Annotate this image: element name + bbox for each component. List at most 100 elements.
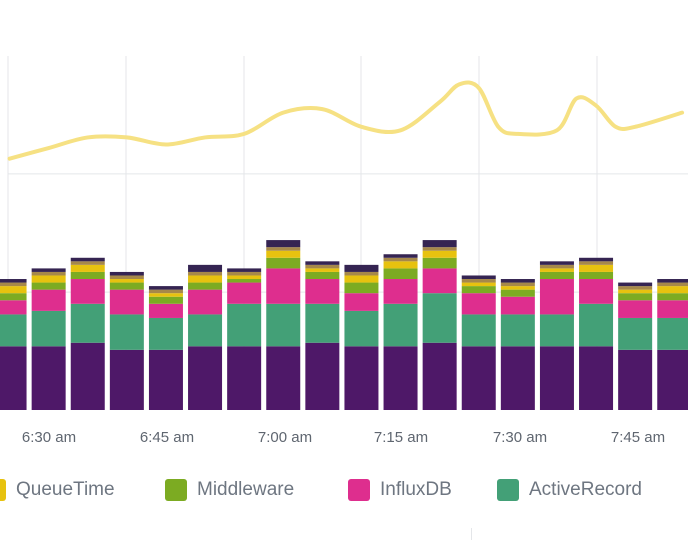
bar-stack — [305, 261, 340, 410]
bar-segment-influxdb — [579, 279, 614, 304]
bar-segment-other — [266, 247, 301, 251]
legend-swatch-influxdb — [348, 479, 370, 501]
divider-mark — [471, 528, 472, 540]
bar-segment-activerecord — [383, 303, 418, 347]
bar-segment-queuetime — [70, 264, 105, 272]
bar-segment-middleware — [500, 289, 535, 297]
bar-segment-activerecord — [500, 314, 535, 347]
bar-segment-activerecord — [305, 303, 340, 343]
bar-segment-activerecord — [618, 317, 653, 350]
bar-segment-influxdb — [0, 300, 27, 315]
legend-swatch-queuetime — [0, 479, 6, 501]
bar-segment-overhead — [500, 279, 535, 283]
bar-segment-overhead — [0, 279, 27, 283]
legend-item-queuetime[interactable]: QueueTime — [0, 476, 115, 504]
bar-segment-queuetime — [266, 250, 301, 258]
bar-segment-base — [227, 346, 262, 410]
bar-segment-middleware — [70, 271, 105, 280]
bar-segment-base — [344, 346, 379, 410]
bar-segment-influxdb — [500, 296, 535, 315]
x-tick-label: 6:45 am — [140, 429, 194, 446]
bar-segment-base — [618, 349, 653, 410]
legend-item-influxdb[interactable]: InfluxDB — [348, 476, 452, 504]
bar-segment-overhead — [422, 240, 457, 248]
bar-segment-activerecord — [539, 314, 574, 347]
bar-segment-activerecord — [657, 317, 688, 350]
bar-stack — [148, 286, 183, 410]
bar-segment-middleware — [657, 293, 688, 301]
bar-segment-activerecord — [188, 314, 223, 347]
bar-segment-middleware — [618, 293, 653, 301]
bar-segment-middleware — [188, 282, 223, 290]
bar-segment-activerecord — [109, 314, 144, 350]
legend-item-activerecord[interactable]: ActiveRecord — [497, 476, 642, 504]
bar-segment-influxdb — [539, 279, 574, 315]
bar-segment-influxdb — [31, 289, 66, 311]
bar-segment-activerecord — [266, 303, 301, 347]
bar-segment-base — [383, 346, 418, 410]
bar-segment-base — [500, 346, 535, 410]
bar-segment-base — [188, 346, 223, 410]
bar-segment-other — [188, 271, 223, 276]
bar-segment-middleware — [227, 279, 262, 283]
bar-segment-queuetime — [109, 279, 144, 283]
bar-stack — [461, 275, 496, 410]
bar-segment-middleware — [579, 271, 614, 280]
bar-segment-activerecord — [344, 310, 379, 347]
bar-segment-overhead — [266, 240, 301, 248]
bar-segment-queuetime — [148, 293, 183, 297]
bar-segment-other — [539, 264, 574, 269]
bar-segment-middleware — [109, 282, 144, 290]
bar-segment-overhead — [31, 268, 66, 272]
legend-swatch-middleware — [165, 479, 187, 501]
bar-segment-activerecord — [0, 314, 27, 347]
bar-segment-overhead — [344, 264, 379, 272]
bar-segment-other — [0, 282, 27, 287]
bar-segment-influxdb — [148, 303, 183, 318]
x-tick-label: 6:30 am — [22, 429, 76, 446]
bar-segment-activerecord — [227, 303, 262, 347]
bar-segment-base — [305, 342, 340, 410]
bar-segment-activerecord — [148, 317, 183, 350]
bar-segment-overhead — [618, 282, 653, 287]
bar-segment-queuetime — [422, 250, 457, 258]
bar-segment-middleware — [266, 257, 301, 269]
bar-segment-base — [422, 342, 457, 410]
bar-segment-queuetime — [31, 275, 66, 283]
bar-segment-other — [461, 279, 496, 283]
bar-segment-influxdb — [227, 282, 262, 304]
bar-stack — [227, 268, 262, 410]
bar-segment-queuetime — [344, 275, 379, 283]
bar-segment-influxdb — [188, 289, 223, 315]
bar-stack — [383, 254, 418, 410]
bar-segment-base — [657, 349, 688, 410]
bar-segment-queuetime — [618, 289, 653, 294]
bar-segment-overhead — [227, 268, 262, 272]
bar-segment-other — [344, 271, 379, 276]
bar-segment-other — [422, 247, 457, 251]
bar-segment-overhead — [148, 286, 183, 290]
legend-item-middleware[interactable]: Middleware — [165, 476, 294, 504]
bar-segment-overhead — [579, 257, 614, 262]
bar-segment-activerecord — [461, 314, 496, 347]
bar-segment-base — [70, 342, 105, 410]
bar-segment-other — [305, 264, 340, 269]
legend-label-queuetime: QueueTime — [16, 479, 115, 500]
bar-segment-overhead — [305, 261, 340, 265]
bar-segment-middleware — [344, 282, 379, 294]
bar-segment-base — [539, 346, 574, 410]
bar-segment-other — [500, 282, 535, 287]
legend-label-middleware: Middleware — [197, 479, 295, 500]
bar-segment-other — [618, 286, 653, 290]
x-tick-label: 7:00 am — [258, 429, 312, 446]
bar-segment-activerecord — [31, 310, 66, 347]
bar-segment-overhead — [383, 254, 418, 258]
bar-segment-influxdb — [422, 268, 457, 294]
bar-segment-queuetime — [305, 268, 340, 272]
bar-segment-base — [461, 346, 496, 410]
bar-segment-overhead — [657, 279, 688, 283]
bar-segment-influxdb — [344, 293, 379, 311]
bar-segment-middleware — [539, 271, 574, 280]
bar-stack — [266, 240, 301, 410]
bar-segment-activerecord — [422, 293, 457, 343]
